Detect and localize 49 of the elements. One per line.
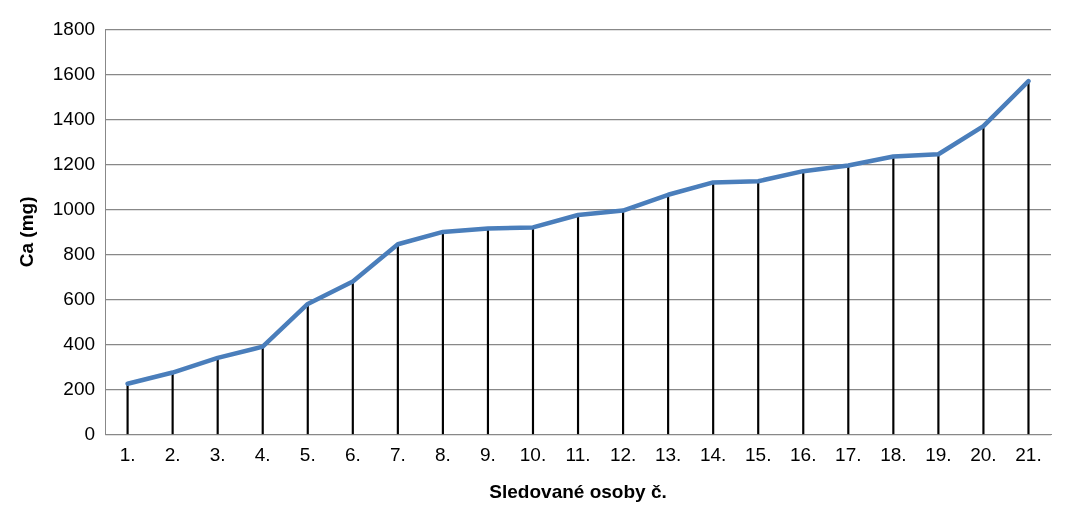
- x-tick-label: 3.: [209, 444, 226, 466]
- x-tick-label: 21.: [1015, 444, 1042, 466]
- x-tick-label: 10.: [519, 444, 547, 466]
- x-tick-label: 9.: [480, 444, 496, 466]
- bar: [982, 125, 985, 435]
- bar: [441, 231, 444, 435]
- x-tick-label: 15.: [745, 444, 772, 466]
- bar: [1027, 80, 1030, 435]
- bar: [351, 281, 354, 435]
- x-tick-label: 20.: [970, 444, 997, 466]
- bar: [576, 214, 580, 435]
- x-tick-label: 4.: [254, 444, 271, 466]
- x-tick-label: 13.: [654, 444, 682, 466]
- x-tick-label: 19.: [925, 444, 952, 466]
- x-tick-label: 8.: [434, 444, 451, 466]
- x-tick-label: 17.: [835, 444, 862, 466]
- y-tick-label: 600: [63, 287, 96, 309]
- x-tick-label: 16.: [790, 444, 817, 466]
- bar: [667, 194, 670, 435]
- x-tick-label: 12.: [609, 444, 637, 466]
- bar: [802, 170, 805, 435]
- x-tick-label: 2.: [164, 444, 181, 466]
- y-axis-title: Ca (mg): [15, 196, 37, 268]
- bar: [486, 228, 490, 435]
- x-axis-title: Sledované osoby č.: [489, 480, 667, 502]
- bar: [757, 180, 760, 435]
- bar: [622, 210, 625, 435]
- x-tick-label: 7.: [389, 444, 406, 466]
- bar: [712, 182, 715, 435]
- x-tick-label: 5.: [299, 444, 316, 466]
- y-tick-label: 400: [63, 332, 96, 354]
- x-tick-label: 1.: [119, 444, 136, 466]
- y-tick-label: 1800: [52, 17, 96, 39]
- x-tick-label: 6.: [344, 444, 361, 466]
- y-tick-label: 1000: [52, 197, 96, 219]
- x-tick-label: 14.: [699, 444, 727, 466]
- bar: [216, 357, 219, 435]
- y-tick-label: 800: [63, 242, 96, 264]
- bar: [531, 227, 535, 435]
- y-tick-label: 0: [84, 422, 96, 444]
- y-tick-label: 1200: [52, 152, 96, 174]
- y-tick-label: 1400: [52, 107, 96, 129]
- bar: [306, 303, 309, 435]
- y-tick-label: 200: [63, 377, 96, 399]
- y-tick-label: 1600: [52, 62, 96, 84]
- bar: [847, 165, 850, 435]
- x-tick-label: 18.: [880, 444, 907, 466]
- bar: [892, 156, 895, 435]
- x-tick-label: 11.: [565, 444, 591, 466]
